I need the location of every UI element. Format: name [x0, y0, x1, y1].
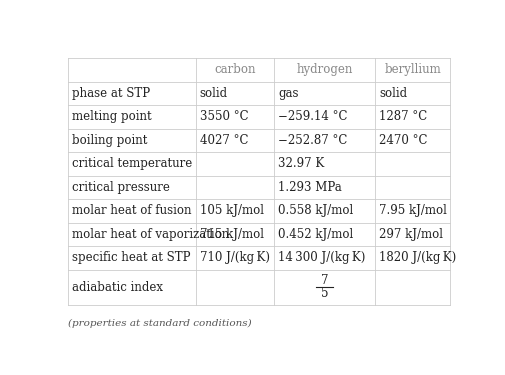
- Text: −259.14 °C: −259.14 °C: [278, 110, 347, 123]
- Text: solid: solid: [379, 87, 408, 100]
- Text: 1287 °C: 1287 °C: [379, 110, 427, 123]
- Text: 7.95 kJ/mol: 7.95 kJ/mol: [379, 204, 447, 218]
- Text: specific heat at STP: specific heat at STP: [72, 251, 190, 264]
- Text: critical temperature: critical temperature: [72, 157, 192, 170]
- Text: 4027 °C: 4027 °C: [199, 134, 248, 147]
- Text: adiabatic index: adiabatic index: [72, 281, 163, 294]
- Text: boiling point: boiling point: [72, 134, 147, 147]
- Text: 7: 7: [321, 274, 328, 287]
- Text: gas: gas: [278, 87, 298, 100]
- Text: molar heat of fusion: molar heat of fusion: [72, 204, 191, 218]
- Text: 0.558 kJ/mol: 0.558 kJ/mol: [278, 204, 353, 218]
- Text: 297 kJ/mol: 297 kJ/mol: [379, 228, 443, 241]
- Text: (properties at standard conditions): (properties at standard conditions): [68, 319, 251, 328]
- Text: beryllium: beryllium: [384, 63, 441, 76]
- Text: 1.293 MPa: 1.293 MPa: [278, 181, 342, 194]
- Text: 105 kJ/mol: 105 kJ/mol: [199, 204, 264, 218]
- Text: phase at STP: phase at STP: [72, 87, 150, 100]
- Text: carbon: carbon: [214, 63, 256, 76]
- Text: 32.97 K: 32.97 K: [278, 157, 324, 170]
- Text: melting point: melting point: [72, 110, 152, 123]
- Text: 5: 5: [321, 287, 328, 300]
- Text: 710 J/(kg K): 710 J/(kg K): [199, 251, 270, 264]
- Text: 3550 °C: 3550 °C: [199, 110, 248, 123]
- Text: −252.87 °C: −252.87 °C: [278, 134, 347, 147]
- Text: hydrogen: hydrogen: [296, 63, 353, 76]
- Text: 0.452 kJ/mol: 0.452 kJ/mol: [278, 228, 353, 241]
- Text: critical pressure: critical pressure: [72, 181, 170, 194]
- Text: 14 300 J/(kg K): 14 300 J/(kg K): [278, 251, 366, 264]
- Text: 2470 °C: 2470 °C: [379, 134, 428, 147]
- Text: molar heat of vaporization: molar heat of vaporization: [72, 228, 229, 241]
- Text: solid: solid: [199, 87, 228, 100]
- Text: 1820 J/(kg K): 1820 J/(kg K): [379, 251, 457, 264]
- Text: 715 kJ/mol: 715 kJ/mol: [199, 228, 264, 241]
